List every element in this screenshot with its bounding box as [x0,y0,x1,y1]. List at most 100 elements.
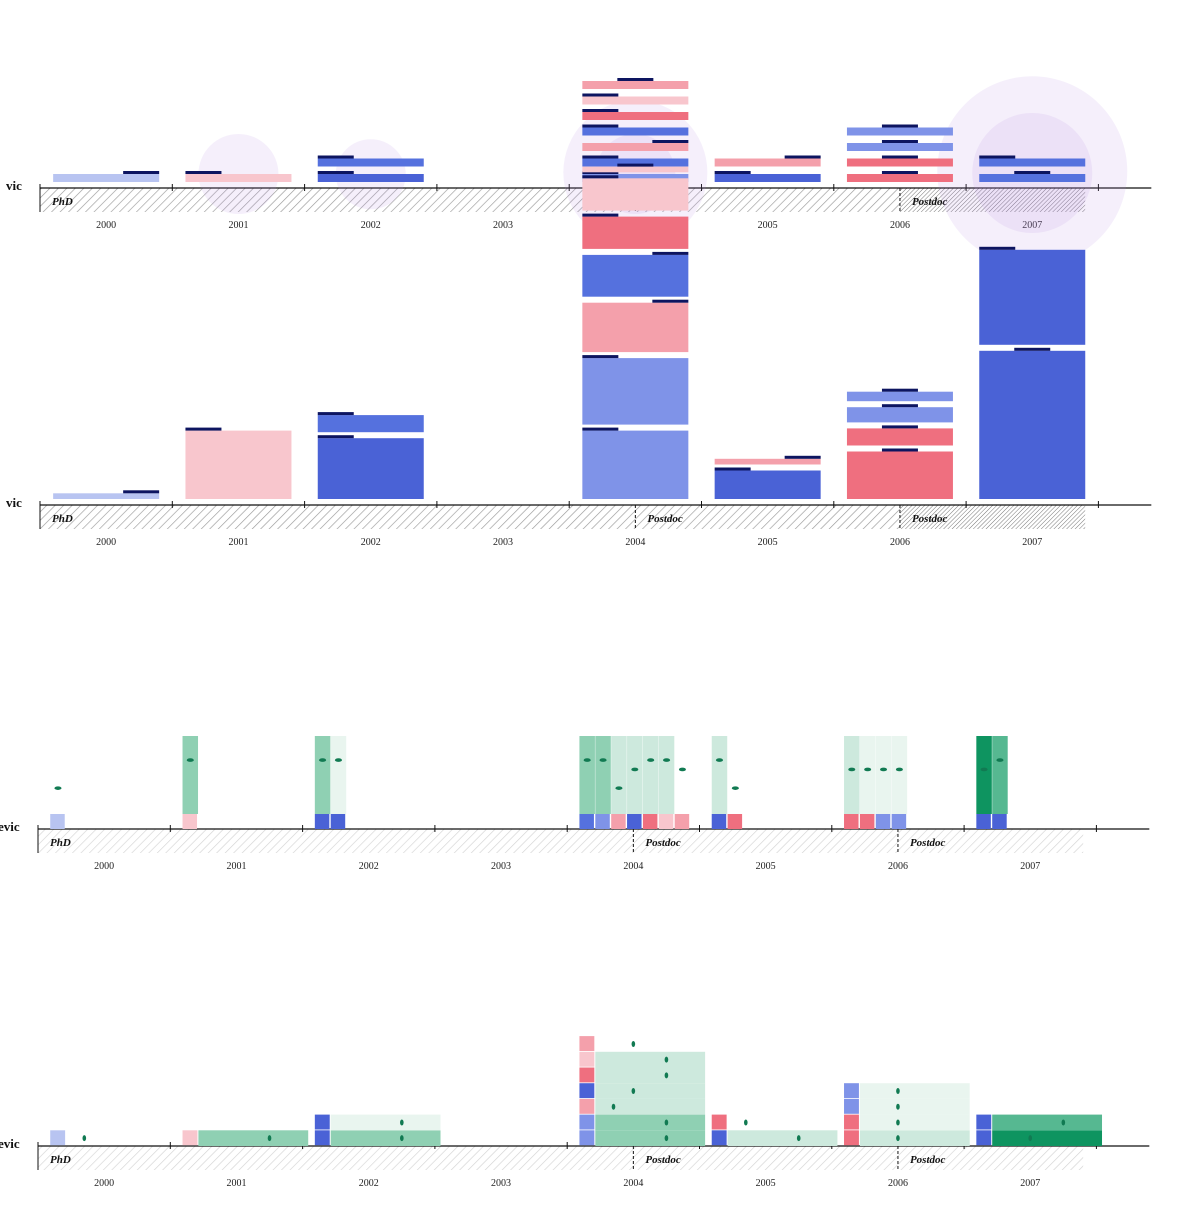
author-position-marker [582,213,619,217]
author-position-marker [317,155,354,159]
citation-band-row [330,1114,441,1131]
paper-square [844,1130,859,1146]
stack-segment [582,174,689,182]
position-label: PhD [52,196,73,208]
citation-dot [583,758,591,762]
stack-segment [846,391,953,402]
stack-segment [582,166,689,173]
position-label: PhD [50,1154,71,1166]
stack-segment [53,493,160,499]
position-label: Postdoc [910,837,946,849]
stack-segment [846,127,953,136]
citation-column [330,736,347,814]
stack-segment [846,407,953,423]
stack-segment [979,158,1086,167]
y-axis-label: vic [6,495,22,510]
citation-dot [664,1119,669,1126]
citation-dot [334,758,342,762]
x-tick-label: 2005 [756,1178,776,1189]
x-tick-label: 2006 [890,537,910,548]
x-tick-label: 2005 [758,220,778,231]
chart-panel-second: PhD Postdoc Postdoc 2000 2001 2002 2003 2004 200… [6,163,1152,548]
stack-segment [582,178,689,211]
citation-band-row [859,1130,970,1146]
author-position-marker [582,109,619,112]
position-label: Postdoc [647,513,683,525]
paper-square [314,1130,330,1146]
paper-square [611,814,626,829]
citation-dot [1061,1119,1066,1126]
paper-square [330,814,346,829]
x-tick-label: 2004 [623,861,643,872]
citation-dot [895,767,903,772]
citation-dot [599,758,607,762]
author-position-marker [881,171,918,174]
x-tick-label: 2001 [226,861,246,872]
paper-square [579,814,594,829]
author-position-marker [714,171,751,174]
citation-dot [664,1072,669,1079]
citation-dot [731,786,739,790]
x-tick-label: 2003 [493,220,513,231]
author-position-marker [881,425,918,429]
y-axis-label: evic [0,819,20,834]
citation-band-row [595,1130,706,1146]
citation-column [711,736,728,814]
x-tick-label: 2007 [1022,537,1042,548]
paper-square [314,814,330,829]
chart-panel-top: PhDPostdocPostdoc20002001200220032004200… [6,76,1152,267]
paper-square [844,1098,859,1114]
stack-segment [53,174,160,182]
author-position-marker [784,455,821,459]
citation-dot [896,1103,900,1110]
postdoc-band [897,829,1084,853]
paper-square [50,814,65,829]
paper-square [711,1130,727,1146]
position-label: Postdoc [645,837,681,849]
citation-band-row [859,1114,970,1131]
stack-segment [582,96,689,105]
author-position-marker [1014,347,1051,351]
x-tick-label: 2004 [625,537,645,548]
citation-dot [996,758,1004,762]
x-tick-label: 2002 [359,1178,379,1189]
position-label: PhD [50,837,71,849]
stack-segment [317,415,424,433]
author-position-marker [185,171,222,174]
x-tick-label: 2001 [228,220,248,231]
citation-dot [678,767,686,772]
citation-dot [880,767,888,772]
x-tick-label: 2006 [888,861,908,872]
postdoc-band [633,1146,898,1170]
x-tick-label: 2000 [94,1178,114,1189]
paper-square [182,814,198,829]
paper-square [579,1083,595,1099]
author-position-marker [979,246,1016,250]
author-position-marker [582,93,619,97]
citation-column [595,736,611,814]
stack-segment [185,430,292,499]
paper-square [674,814,690,829]
stack-segment [582,143,689,151]
citation-column [859,736,876,814]
postdoc-band [897,1146,1084,1170]
citation-dot [631,1040,636,1047]
chart-panel-bottom: PhD Postdoc Postdoc 2000 2001 2002 2003 2004 200… [0,1036,1150,1189]
citation-band-row [727,1130,838,1146]
author-position-marker [881,140,918,143]
citation-dot [319,758,327,762]
citation-band-row [859,1098,970,1115]
stack-segment [582,358,689,425]
citation-dot [744,1119,748,1126]
x-tick-label: 2000 [94,861,114,872]
author-position-marker [123,171,160,174]
paper-square [182,1130,198,1146]
citation-dot [864,767,872,772]
author-position-marker [582,171,619,174]
stack-segment [714,158,821,167]
paper-square [891,814,907,829]
citation-band-row [595,1051,706,1068]
citation-column [658,736,675,814]
x-tick-label: 2003 [491,1178,511,1189]
